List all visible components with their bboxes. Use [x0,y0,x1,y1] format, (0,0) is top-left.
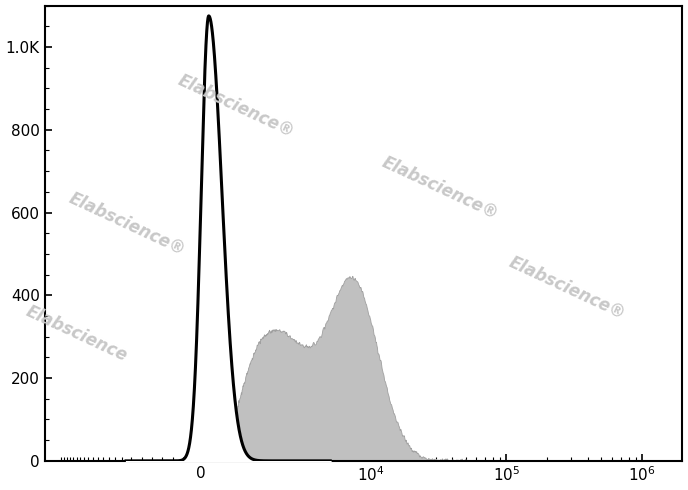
Text: Elabscience®: Elabscience® [66,189,189,259]
Text: Elabscience: Elabscience [23,302,130,365]
Text: Elabscience®: Elabscience® [175,71,297,141]
Text: Elabscience®: Elabscience® [379,153,502,222]
Text: Elabscience®: Elabscience® [506,253,629,323]
